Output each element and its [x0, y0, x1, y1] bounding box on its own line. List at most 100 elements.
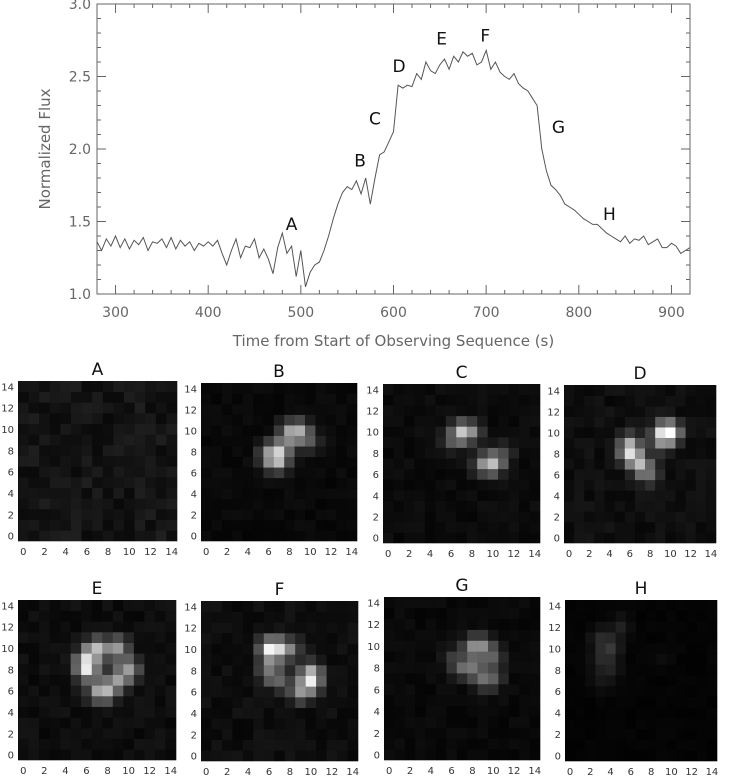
panel-y-tick-label: 2 [191, 730, 197, 741]
pixel-cell [166, 530, 178, 542]
pixel-cell [145, 509, 157, 520]
pixel-cell [49, 445, 61, 456]
pixel-cell [242, 633, 254, 644]
pixel-cell [201, 707, 212, 719]
pixel-cell [685, 448, 697, 460]
pixel-cell [393, 426, 405, 438]
pixel-cell [519, 640, 530, 652]
pixel-cell [273, 446, 285, 458]
pixel-cell [92, 434, 104, 446]
pixel-cell [123, 728, 135, 739]
pixel-cell [436, 683, 447, 696]
pixel-cell [113, 423, 125, 435]
pixel-cell [675, 479, 686, 491]
pixel-cell [211, 697, 223, 708]
pixel-cell [211, 707, 223, 719]
pixel-cell [49, 381, 61, 392]
pixel-cell [102, 498, 114, 510]
pixel-cell [383, 447, 394, 459]
pixel-cell [28, 621, 40, 633]
pixel-cell [625, 642, 637, 654]
pixel-cell [253, 622, 265, 634]
pixel-cell [346, 446, 358, 458]
pixel-cell [498, 607, 510, 620]
pixel-cell [645, 521, 656, 533]
y-tick-label: 2.5 [69, 70, 91, 86]
pixel-cell [655, 479, 666, 491]
pixel-cell [273, 456, 285, 468]
pixel-cell [165, 685, 177, 697]
pixel-cell [166, 487, 178, 499]
pixel-cell [584, 406, 595, 417]
pixel-cell [112, 632, 124, 643]
pixel-cell [274, 697, 286, 708]
pixel-cell [695, 427, 707, 438]
pixel-cell [635, 675, 647, 687]
pixel-cell [253, 665, 265, 676]
pixel-cell [615, 675, 627, 687]
pixel-cell [305, 675, 317, 687]
pixel-cell [645, 479, 656, 491]
pixel-cell [634, 427, 646, 438]
pixel-cell [263, 425, 275, 436]
pixel-cell [424, 490, 436, 501]
pixel-cell [656, 642, 667, 654]
pixel-cell [635, 739, 647, 751]
pixel-cell [508, 500, 520, 512]
panel-y-tick-label: 4 [373, 491, 379, 502]
pixel-cell [49, 498, 61, 510]
pixel-cell [404, 597, 416, 609]
pixel-cell [154, 653, 166, 665]
pixel-cell [294, 446, 306, 458]
pixel-cell [624, 479, 636, 491]
pixel-cell [467, 694, 478, 706]
panel-x-tick-label: 0 [203, 547, 209, 558]
panel-x-tick-label: 8 [469, 766, 475, 777]
pixel-cell [295, 622, 306, 634]
pixel-cell [436, 618, 447, 630]
pixel-cell [315, 477, 327, 489]
pixel-cell [81, 696, 93, 707]
pixel-cell [166, 413, 178, 424]
pixel-cell [624, 469, 636, 481]
pixel-cell [435, 458, 447, 470]
pixel-cell [49, 391, 61, 403]
pixel-cell [498, 426, 509, 438]
pixel-cell [676, 664, 687, 676]
pixel-cell [575, 718, 586, 730]
pixel-cell [60, 402, 72, 414]
panel-x-tick-label: 0 [20, 766, 26, 777]
pixel-cell [477, 727, 489, 739]
pixel-cell [477, 447, 488, 459]
pixel-cell [574, 385, 585, 396]
pixel-cell [488, 629, 499, 641]
pixel-cell [676, 685, 687, 697]
pixel-cell [102, 600, 114, 611]
panel-y-tick-label: 2 [8, 729, 14, 740]
pixel-cell [263, 488, 275, 500]
pixel-cell [685, 511, 697, 523]
pixel-cell [112, 610, 124, 622]
pixel-cell [508, 532, 520, 544]
pixel-cell [467, 738, 478, 750]
pixel-cell [529, 651, 541, 663]
pixel-cell [575, 750, 586, 762]
pixel-cell [325, 393, 337, 405]
pixel-cell [445, 437, 457, 448]
pixel-cell [18, 600, 29, 611]
pixel-cell [394, 629, 406, 641]
pixel-cell [594, 500, 605, 512]
pixel-cell [686, 632, 698, 644]
pixel-cell [529, 532, 541, 544]
pixel-cell [18, 381, 29, 392]
pixel-cell [456, 426, 468, 438]
pixel-cell [263, 729, 275, 740]
pixel-cell [403, 426, 415, 438]
pixel-cell [112, 749, 124, 761]
pixel-cell [316, 729, 327, 740]
pixel-cell [519, 727, 530, 739]
pixel-cell [529, 479, 541, 491]
pixel-cell [519, 468, 530, 480]
